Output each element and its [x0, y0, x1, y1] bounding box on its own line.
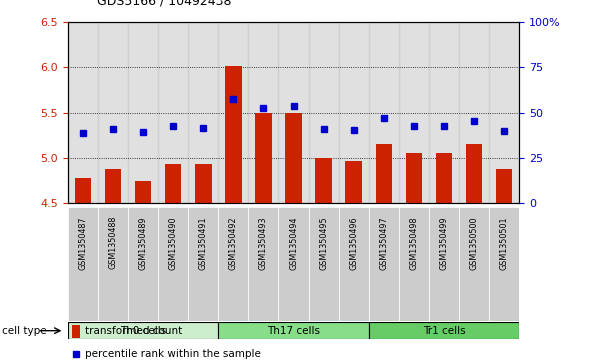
Bar	[369, 22, 399, 203]
Bar	[459, 207, 489, 321]
Bar	[278, 207, 309, 321]
Bar	[128, 207, 158, 321]
Bar	[399, 22, 429, 203]
Bar	[489, 22, 519, 203]
Bar	[466, 144, 483, 203]
Bar	[68, 22, 98, 203]
Text: GSM1350500: GSM1350500	[470, 216, 478, 270]
Bar	[128, 22, 158, 203]
Bar	[459, 22, 489, 203]
Bar	[315, 158, 332, 203]
Bar	[369, 207, 399, 321]
Text: percentile rank within the sample: percentile rank within the sample	[85, 349, 261, 359]
Bar	[98, 22, 128, 203]
Text: GSM1350496: GSM1350496	[349, 216, 358, 270]
Text: Th17 cells: Th17 cells	[267, 326, 320, 336]
Text: GSM1350488: GSM1350488	[109, 216, 117, 269]
Bar	[429, 22, 459, 203]
Text: GDS5166 / 10492438: GDS5166 / 10492438	[97, 0, 232, 7]
Bar	[218, 22, 248, 203]
Text: Th0 cells: Th0 cells	[120, 326, 166, 336]
Bar	[225, 66, 242, 203]
Text: cell type: cell type	[2, 326, 47, 336]
Bar	[68, 322, 218, 339]
Text: GSM1350495: GSM1350495	[319, 216, 328, 270]
Text: GSM1350501: GSM1350501	[500, 216, 509, 270]
Bar	[429, 207, 459, 321]
Bar	[165, 164, 182, 203]
Text: GSM1350492: GSM1350492	[229, 216, 238, 270]
Bar	[68, 207, 98, 321]
Text: GSM1350497: GSM1350497	[379, 216, 388, 270]
Bar	[135, 180, 152, 203]
Bar	[255, 113, 272, 203]
Bar	[309, 22, 339, 203]
Bar	[309, 207, 339, 321]
Bar	[74, 178, 91, 203]
Bar	[496, 169, 513, 203]
Bar	[489, 207, 519, 321]
Text: GSM1350498: GSM1350498	[409, 216, 418, 270]
Bar	[158, 207, 188, 321]
Bar	[218, 207, 248, 321]
Bar	[188, 207, 218, 321]
Text: transformed count: transformed count	[85, 326, 182, 336]
Bar	[278, 22, 309, 203]
Bar	[104, 169, 122, 203]
Bar	[369, 322, 519, 339]
Bar	[158, 22, 188, 203]
Text: GSM1350494: GSM1350494	[289, 216, 298, 270]
Bar	[435, 154, 453, 203]
Text: GSM1350490: GSM1350490	[169, 216, 178, 270]
Text: GSM1350499: GSM1350499	[440, 216, 448, 270]
Text: GSM1350487: GSM1350487	[78, 216, 87, 270]
Bar	[375, 144, 392, 203]
Bar	[405, 154, 422, 203]
Bar	[339, 22, 369, 203]
Bar	[399, 207, 429, 321]
Bar	[248, 207, 278, 321]
Bar	[339, 207, 369, 321]
Bar	[73, 325, 80, 338]
Bar	[195, 164, 212, 203]
Bar	[218, 322, 369, 339]
Text: GSM1350493: GSM1350493	[259, 216, 268, 270]
Bar	[98, 207, 128, 321]
Bar	[285, 113, 302, 203]
Text: Tr1 cells: Tr1 cells	[422, 326, 466, 336]
Bar	[345, 160, 362, 203]
Text: GSM1350491: GSM1350491	[199, 216, 208, 270]
Bar	[248, 22, 278, 203]
Bar	[188, 22, 218, 203]
Text: GSM1350489: GSM1350489	[139, 216, 148, 270]
